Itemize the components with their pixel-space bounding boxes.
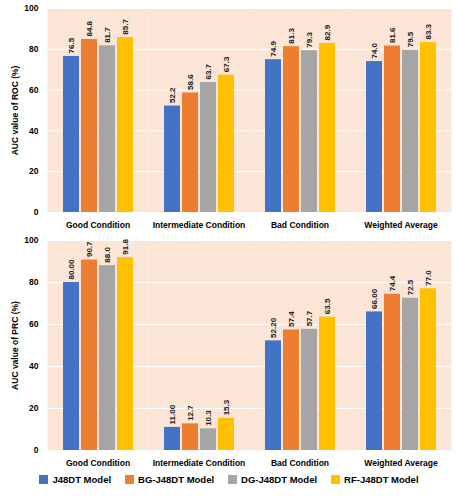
svg-text:77.0: 77.0 — [424, 270, 433, 286]
svg-text:60: 60 — [29, 319, 39, 329]
svg-text:57.7: 57.7 — [305, 310, 314, 326]
svg-text:90.7: 90.7 — [85, 241, 94, 257]
svg-text:Bad Condition: Bad Condition — [271, 220, 329, 230]
svg-text:0: 0 — [34, 445, 39, 455]
html-text:RF-J48DT Model: RF-J48DT Model — [344, 474, 419, 485]
svg-text:40: 40 — [29, 126, 39, 136]
svg-text:74.9: 74.9 — [269, 41, 278, 57]
svg-text:81.6: 81.6 — [388, 27, 397, 43]
svg-text:Weighted Average: Weighted Average — [364, 220, 438, 230]
svg-text:60: 60 — [29, 85, 39, 95]
svg-text:AUC value of PRC (%): AUC value of PRC (%) — [10, 301, 20, 390]
svg-text:88.0: 88.0 — [103, 247, 112, 263]
svg-text:80: 80 — [29, 277, 39, 287]
svg-text:10.3: 10.3 — [204, 410, 213, 426]
svg-text:57.4: 57.4 — [287, 311, 296, 327]
svg-text:83.3: 83.3 — [424, 23, 433, 39]
svg-text:72.5: 72.5 — [406, 279, 415, 295]
svg-text:81.3: 81.3 — [287, 28, 296, 44]
svg-text:Bad Condition: Bad Condition — [271, 458, 329, 468]
html-text:J48DT Model: J48DT Model — [52, 474, 112, 485]
svg-text:15.3: 15.3 — [222, 399, 231, 415]
svg-text:82.9: 82.9 — [323, 24, 332, 40]
svg-text:91.8: 91.8 — [121, 239, 130, 255]
html-text:DG-J48DT Model: DG-J48DT Model — [241, 474, 318, 485]
svg-text:0: 0 — [34, 207, 39, 217]
svg-text:40: 40 — [29, 361, 39, 371]
svg-text:80: 80 — [29, 44, 39, 54]
svg-text:Intermediate Condition: Intermediate Condition — [153, 458, 246, 468]
svg-text:84.8: 84.8 — [85, 20, 94, 36]
svg-text:Intermediate Condition: Intermediate Condition — [153, 220, 246, 230]
svg-text:Weighted Average: Weighted Average — [364, 458, 438, 468]
svg-text:100: 100 — [24, 3, 38, 13]
svg-text:12.7: 12.7 — [186, 405, 195, 421]
svg-text:80.00: 80.00 — [67, 259, 76, 280]
svg-text:81.7: 81.7 — [103, 27, 112, 43]
svg-text:AUC value of ROC (%): AUC value of ROC (%) — [10, 65, 20, 155]
svg-text:74.4: 74.4 — [388, 275, 397, 291]
svg-text:63.5: 63.5 — [323, 298, 332, 314]
svg-text:79.5: 79.5 — [406, 31, 415, 47]
svg-text:11.00: 11.00 — [168, 404, 177, 424]
svg-text:66.00: 66.00 — [370, 288, 379, 309]
html-text:BG-J48DT Model: BG-J48DT Model — [138, 474, 215, 485]
svg-text:63.7: 63.7 — [204, 63, 213, 79]
svg-text:52.20: 52.20 — [269, 317, 278, 338]
svg-text:79.3: 79.3 — [305, 32, 314, 48]
svg-text:20: 20 — [29, 403, 39, 413]
svg-text:67.3: 67.3 — [222, 56, 231, 72]
svg-text:85.7: 85.7 — [121, 19, 130, 35]
svg-text:100: 100 — [24, 235, 38, 245]
svg-text:76.5: 76.5 — [67, 37, 76, 53]
svg-text:Good Condition: Good Condition — [66, 458, 130, 468]
svg-text:52.2: 52.2 — [168, 87, 177, 103]
svg-text:20: 20 — [29, 166, 39, 176]
svg-text:74.0: 74.0 — [370, 42, 379, 58]
svg-text:Good Condition: Good Condition — [66, 220, 130, 230]
svg-text:58.6: 58.6 — [186, 74, 195, 90]
